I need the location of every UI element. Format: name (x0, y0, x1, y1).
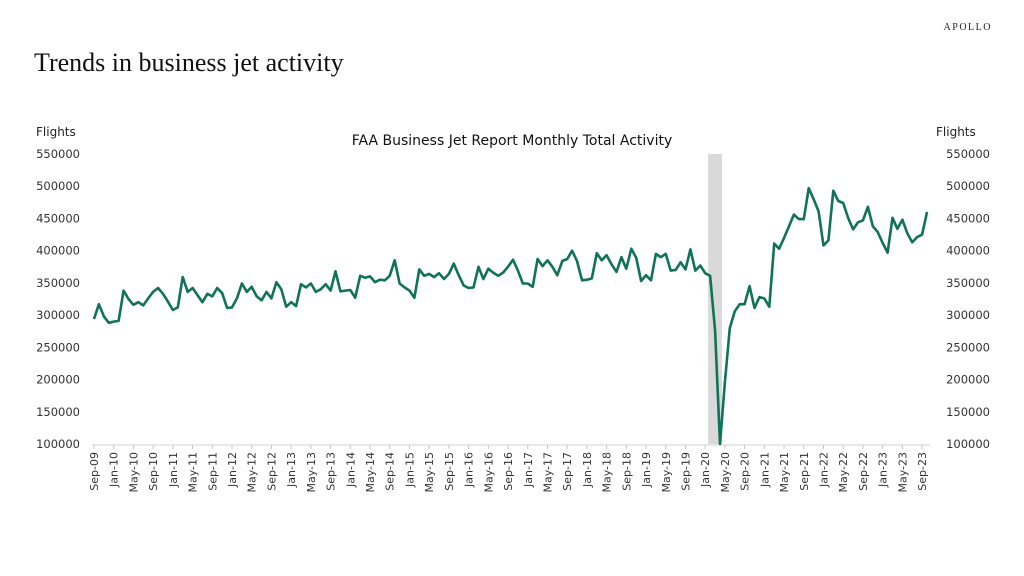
x-tick-label: May-14 (364, 452, 377, 493)
x-tick-label: Jan-10 (108, 452, 121, 488)
right-y-tick-label: 250000 (946, 340, 990, 354)
x-tick-label: Sep-15 (443, 452, 456, 491)
x-tick-label: Sep-20 (739, 452, 752, 491)
right-axis-unit-label: Flights (936, 125, 976, 139)
chart-title: FAA Business Jet Report Monthly Total Ac… (351, 133, 673, 149)
x-tick-label: May-15 (423, 452, 436, 493)
left-y-tick-label: 350000 (36, 276, 80, 290)
x-tick-label: May-21 (778, 452, 791, 493)
x-tick-label: Sep-23 (916, 452, 929, 491)
x-tick-label: May-16 (482, 452, 495, 493)
brand-logo: APOLLO (943, 22, 992, 33)
recession-shading-band (708, 154, 722, 444)
x-tick-label: Jan-17 (522, 452, 535, 488)
x-tick-label: May-11 (187, 452, 200, 493)
x-tick-label: Jan-23 (877, 452, 890, 488)
left-y-tick-label: 300000 (36, 308, 80, 322)
page-title: Trends in business jet activity (34, 48, 344, 77)
left-y-tick-label: 150000 (36, 405, 80, 419)
x-tick-label: May-22 (837, 452, 850, 493)
x-tick-label: May-19 (660, 452, 673, 493)
left-y-tick-label: 400000 (36, 244, 80, 258)
right-y-tick-label: 100000 (946, 437, 990, 451)
left-y-tick-label: 500000 (36, 179, 80, 193)
x-tick-label: Sep-12 (265, 452, 278, 491)
right-y-tick-label: 400000 (946, 244, 990, 258)
recession-shading-layer (708, 154, 722, 444)
x-tick-label: Sep-16 (502, 452, 515, 491)
x-tick-label: Sep-18 (620, 452, 633, 491)
right-y-tick-label: 350000 (946, 276, 990, 290)
x-tick-label: Jan-12 (226, 452, 239, 488)
x-tick-label: Sep-14 (384, 452, 397, 491)
right-y-tick-label: 500000 (946, 179, 990, 193)
x-tick-label: May-10 (127, 452, 140, 493)
x-tick-label: Jan-22 (817, 452, 830, 488)
x-tick-label: Jan-14 (344, 452, 357, 488)
x-tick-label: Jan-19 (640, 452, 653, 488)
x-tick-label: May-20 (719, 452, 732, 493)
x-tick-label: Sep-22 (857, 452, 870, 491)
x-tick-label: Sep-09 (88, 452, 101, 491)
series-line-business-jet-activity (92, 186, 929, 446)
x-tick-label: May-23 (896, 452, 909, 493)
left-axis-unit-label: Flights (36, 125, 76, 139)
x-tick-label: Jan-11 (167, 452, 180, 488)
x-axis: Sep-09 Jan-10 May-10 Sep-10 Jan-11 May-11 Sep-… (88, 444, 930, 493)
right-y-tick-label: 300000 (946, 308, 990, 322)
left-y-tick-label: 100000 (36, 437, 80, 451)
right-y-tick-label: 150000 (946, 405, 990, 419)
left-y-tick-label: 200000 (36, 373, 80, 387)
left-y-axis: 550000 500000 450000 400000 350000 300000 2500… (36, 147, 80, 451)
series-layer (92, 186, 929, 446)
x-tick-label: Sep-17 (561, 452, 574, 491)
x-tick-label: Sep-19 (679, 452, 692, 491)
x-tick-label: Sep-21 (798, 452, 811, 491)
left-y-tick-label: 450000 (36, 211, 80, 225)
right-y-tick-label: 550000 (946, 147, 990, 161)
x-tick-label: Jan-15 (403, 452, 416, 488)
x-tick-label: May-13 (305, 452, 318, 493)
x-tick-label: Jan-18 (581, 452, 594, 488)
x-tick-label: Jan-21 (758, 452, 771, 488)
x-tick-label: Sep-10 (147, 452, 160, 491)
x-tick-label: May-12 (246, 452, 259, 493)
left-y-tick-label: 550000 (36, 147, 80, 161)
right-y-tick-label: 450000 (946, 211, 990, 225)
x-tick-label: Jan-16 (463, 452, 476, 488)
right-y-axis: 550000 500000 450000 400000 350000 300000 2500… (946, 147, 990, 451)
x-tick-label: Sep-11 (206, 452, 219, 491)
x-tick-label: Jan-20 (699, 452, 712, 488)
x-tick-label: Sep-13 (325, 452, 338, 491)
x-tick-label: Jan-13 (285, 452, 298, 488)
right-y-tick-label: 200000 (946, 373, 990, 387)
x-tick-label: May-18 (601, 452, 614, 493)
x-tick-label: May-17 (541, 452, 554, 493)
left-y-tick-label: 250000 (36, 340, 80, 354)
